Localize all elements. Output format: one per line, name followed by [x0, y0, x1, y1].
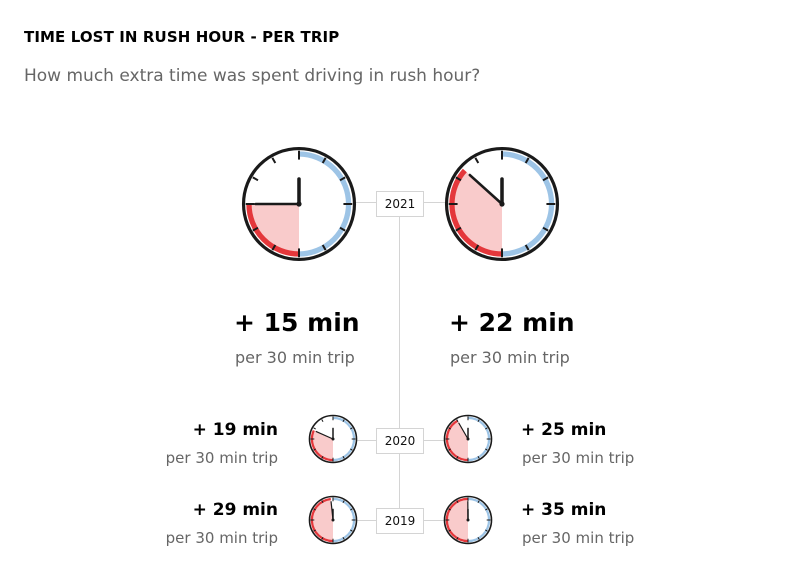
extra-time-arc	[246, 203, 300, 257]
hour-tick	[350, 448, 353, 451]
hour-tick	[342, 500, 345, 503]
sub-2021-left: per 30 min trip	[235, 348, 355, 367]
year-label-2021: 2021	[376, 191, 424, 217]
hour-tick	[485, 448, 488, 451]
hour-tick	[542, 226, 549, 232]
hour-tick	[313, 427, 316, 430]
clock-center	[499, 201, 505, 207]
hour-tick	[321, 419, 324, 422]
hour-tick	[321, 244, 327, 251]
sub-2020-left: per 30 min trip	[165, 449, 278, 467]
hour-tick	[485, 508, 488, 511]
value-2021-right: + 22 min	[449, 308, 575, 337]
clock-2021-left	[241, 146, 357, 262]
extra-time-arc	[310, 497, 334, 543]
hour-tick	[477, 537, 480, 540]
hour-tick	[313, 529, 316, 532]
hour-tick	[477, 456, 480, 459]
chart-subtitle: How much extra time was spent driving in…	[24, 66, 481, 86]
hour-tick	[339, 226, 346, 232]
hour-tick	[474, 157, 480, 164]
minute-hand	[315, 430, 334, 440]
year-label-2020: 2020	[376, 428, 424, 454]
clock-2020-right	[443, 414, 493, 464]
clock-center	[331, 437, 335, 441]
sub-2019-right: per 30 min trip	[522, 529, 635, 547]
hour-tick	[350, 529, 353, 532]
clock-2020-left	[308, 414, 358, 464]
hour-tick	[485, 427, 488, 430]
clock-center	[466, 518, 470, 522]
clock-2019-right	[443, 495, 493, 545]
value-2021-left: + 15 min	[234, 308, 360, 337]
timeline-line	[399, 204, 400, 528]
extra-time-arc	[310, 429, 334, 462]
hour-tick	[271, 157, 277, 164]
hour-tick	[485, 529, 488, 532]
hour-tick	[313, 448, 316, 451]
hour-tick	[448, 427, 451, 430]
value-2020-right: + 25 min	[521, 420, 607, 440]
clock-2019-left	[308, 495, 358, 545]
hour-tick	[456, 500, 459, 503]
extra-time-sector	[311, 499, 333, 542]
hour-tick	[455, 226, 462, 232]
hour-tick	[339, 176, 346, 182]
hour-tick	[477, 419, 480, 422]
hour-tick	[474, 244, 480, 251]
hour-tick	[350, 427, 353, 430]
hour-tick	[252, 226, 259, 232]
hour-tick	[456, 456, 459, 459]
extra-time-arc	[445, 419, 469, 462]
hour-tick	[524, 157, 530, 164]
hour-tick	[321, 500, 324, 503]
chart-title: TIME LOST IN RUSH HOUR - PER TRIP	[24, 28, 340, 46]
clock-center	[296, 201, 302, 207]
clock-center	[466, 437, 470, 441]
value-2019-left: + 29 min	[192, 500, 278, 520]
hour-tick	[350, 508, 353, 511]
value-2020-left: + 19 min	[192, 420, 278, 440]
hour-tick	[342, 456, 345, 459]
hour-tick	[271, 244, 277, 251]
sub-2021-right: per 30 min trip	[450, 348, 570, 367]
hour-tick	[448, 448, 451, 451]
clock-2021-right	[444, 146, 560, 262]
hour-tick	[455, 176, 462, 182]
extra-time-sector	[446, 498, 468, 542]
hour-tick	[456, 419, 459, 422]
clock-center	[331, 518, 335, 522]
hour-tick	[456, 537, 459, 540]
hour-tick	[252, 176, 259, 182]
hour-tick	[448, 508, 451, 511]
value-2019-right: + 35 min	[521, 500, 607, 520]
hour-tick	[542, 176, 549, 182]
hour-tick	[477, 500, 480, 503]
minute-hand	[458, 422, 469, 440]
hour-tick	[321, 157, 327, 164]
hour-tick	[524, 244, 530, 251]
hour-tick	[448, 529, 451, 532]
sub-2019-left: per 30 min trip	[165, 529, 278, 547]
hour-tick	[342, 537, 345, 540]
minute-hand	[468, 173, 504, 206]
hour-tick	[313, 508, 316, 511]
extra-time-arc	[449, 168, 503, 257]
year-label-2019: 2019	[376, 508, 424, 534]
extra-time-sector	[248, 204, 299, 255]
hour-tick	[342, 419, 345, 422]
sub-2020-right: per 30 min trip	[522, 449, 635, 467]
hour-tick	[321, 456, 324, 459]
hour-tick	[321, 537, 324, 540]
